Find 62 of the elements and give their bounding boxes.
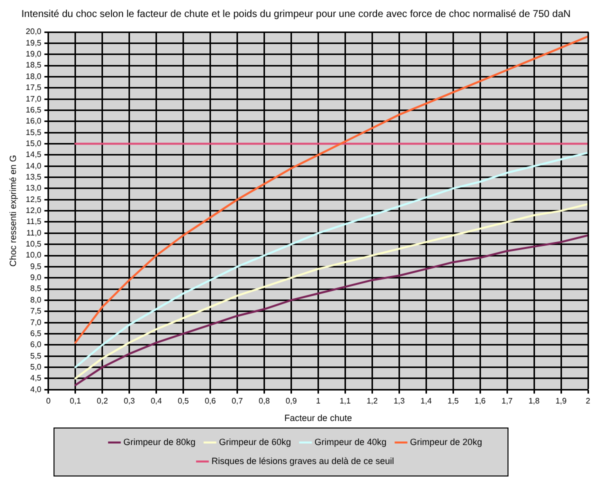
x-tick-label: 0,8 (258, 396, 270, 406)
x-tick-label: 0,9 (286, 396, 298, 406)
chart-title: Intensité du choc selon le facteur de chute et le poids du grimpeur pour une corde avec force de choc normalisé de 750 daN (21, 8, 571, 20)
y-tick-label: 16,5 (26, 105, 42, 114)
y-tick-label: 16,0 (26, 116, 42, 126)
y-tick-label: 7,0 (30, 318, 42, 327)
x-tick-label: 1,4 (420, 396, 432, 406)
x-tick-label: 0,1 (70, 396, 82, 406)
y-tick-label: 14,5 (26, 150, 42, 160)
y-tick-label: 10,5 (26, 240, 42, 249)
y-tick-label: 20,0 (26, 27, 42, 36)
y-tick-label: 19,0 (26, 50, 42, 59)
y-axis-title: Choc ressenti exprimé en G (8, 155, 18, 267)
y-tick-label: 13,5 (26, 172, 42, 182)
x-tick-label: 0,6 (204, 396, 216, 406)
y-tick-label: 9,5 (30, 262, 42, 271)
y-tick-label: 6,5 (30, 328, 42, 338)
y-tick-label: 7,5 (30, 306, 42, 316)
y-tick-label: 4,5 (30, 374, 42, 383)
x-tick-label: 1,6 (474, 396, 486, 406)
y-tick-label: 6,0 (30, 340, 42, 350)
y-tick-label: 12,5 (26, 194, 42, 204)
x-tick-label: 1,8 (528, 396, 540, 406)
y-tick-label: 8,0 (30, 295, 42, 304)
y-tick-label: 18,5 (26, 60, 42, 70)
y-tick-label: 10,0 (26, 250, 42, 260)
x-tick-label: 0,3 (124, 396, 136, 406)
y-tick-label: 18,0 (26, 72, 42, 81)
x-tick-label: 1,5 (448, 396, 460, 406)
y-tick-label: 13,0 (26, 184, 42, 193)
legend-label: Grimpeur de 40kg (314, 436, 387, 447)
legend-label: Risques de lésions graves au delà de ce seuil (211, 456, 394, 466)
x-tick-label: 1,2 (366, 396, 378, 406)
x-tick-label: 0,5 (178, 396, 190, 406)
y-tick-label: 17,0 (26, 94, 42, 104)
x-tick-label: 1,1 (340, 396, 352, 406)
legend-label: Grimpeur de 20kg (410, 436, 482, 447)
y-tick-label: 8,5 (30, 284, 42, 294)
y-tick-label: 12,0 (26, 206, 42, 216)
x-tick-label: 0,2 (96, 396, 108, 406)
x-tick-label: 1,9 (555, 396, 568, 406)
x-axis-title: Facteur de chute (284, 413, 352, 424)
y-tick-label: 11,0 (26, 228, 42, 238)
y-tick-label: 17,5 (26, 83, 42, 92)
y-tick-label: 15,0 (26, 138, 42, 148)
x-tick-label: 1 (316, 396, 321, 406)
y-tick-label: 5,5 (30, 351, 42, 360)
y-tick-label: 15,5 (26, 128, 42, 137)
x-tick-label: 1,3 (394, 396, 406, 406)
y-tick-label: 9,0 (30, 273, 42, 282)
x-tick-label: 0,7 (232, 396, 244, 406)
x-tick-label: 0 (46, 396, 52, 406)
y-tick-label: 14,0 (26, 161, 42, 170)
legend-label: Grimpeur de 60kg (218, 436, 292, 447)
y-tick-label: 11,5 (26, 217, 42, 226)
x-tick-label: 1,7 (501, 396, 514, 406)
y-tick-label: 5,0 (30, 362, 42, 372)
y-tick-label: 19,5 (26, 38, 42, 48)
x-tick-label: 2 (586, 396, 591, 406)
x-tick-label: 0,4 (150, 396, 162, 406)
legend-label: Grimpeur de 80kg (123, 436, 196, 447)
y-tick-label: 4,0 (30, 384, 42, 394)
